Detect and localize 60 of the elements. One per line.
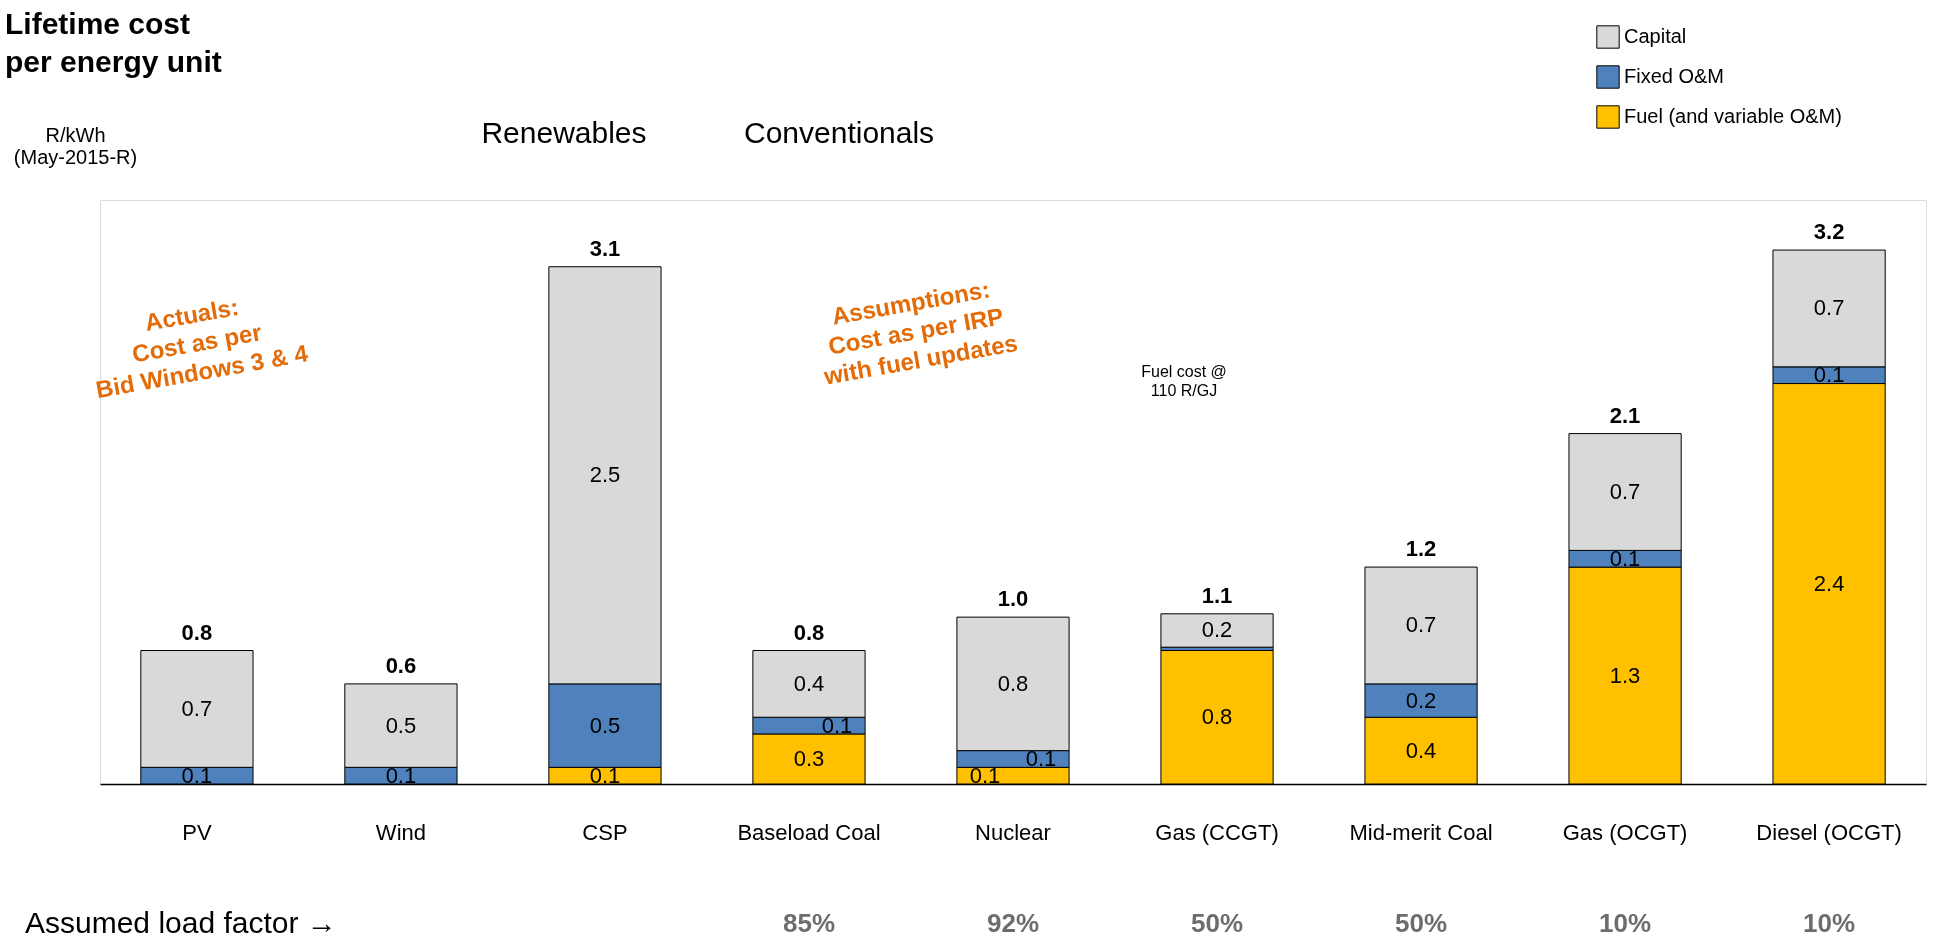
annotation: Fuel cost @ 110 R/GJ: [1141, 363, 1227, 400]
data-label: 0.5: [385, 712, 417, 738]
annotation: Assumptions: Cost as per IRP with fuel updates: [820, 275, 1020, 390]
y-axis-title: R/kWh (May-2015-R): [13, 123, 138, 168]
annotation: Actuals: Cost as per Bid Windows 3 & 4: [93, 293, 311, 404]
legend-label: Capital: [1624, 25, 1687, 47]
total-label: 0.8: [793, 619, 825, 645]
text: 50%: [1190, 908, 1244, 938]
text: 10%: [1802, 908, 1856, 938]
text: 92%: [986, 908, 1040, 938]
total-label: 1.0: [997, 586, 1029, 612]
total-label: 3.2: [1813, 219, 1845, 245]
data-label: 0.1: [1609, 545, 1641, 571]
x-tick-label: Wind: [375, 819, 426, 845]
legend-label: Fuel (and variable O&M): [1624, 105, 1842, 127]
data-label: 0.1: [969, 762, 1001, 788]
text: Renewables: [481, 116, 647, 149]
data-label: 0.5: [589, 712, 621, 738]
data-label: 0.7: [1405, 612, 1437, 638]
x-tick-label: Gas (CCGT): [1155, 819, 1279, 845]
data-label: 0.8: [997, 670, 1029, 696]
legend-label: Fixed O&M: [1624, 65, 1725, 87]
data-label: 0.7: [181, 695, 213, 721]
total-label: 1.1: [1201, 582, 1233, 608]
total-label: 0.6: [385, 652, 417, 678]
data-label: 0.1: [385, 762, 417, 788]
data-label: 1.3: [1609, 662, 1641, 688]
x-tick-label: Nuclear: [975, 819, 1051, 845]
chart-title: Lifetime cost per energy unit: [5, 7, 222, 78]
x-tick-label: CSP: [582, 819, 628, 845]
text: Conventionals: [744, 116, 935, 149]
data-label: 0.2: [1201, 617, 1233, 643]
total-label: 3.1: [589, 235, 621, 261]
x-tick-label: Baseload Coal: [737, 819, 881, 845]
data-label: 2.5: [589, 462, 621, 488]
total-label: 2.1: [1609, 402, 1641, 428]
data-label: 0.1: [1025, 745, 1057, 771]
x-tick-label: Diesel (OCGT): [1756, 819, 1902, 845]
data-label: 0.4: [793, 670, 825, 696]
x-tick-label: Mid-merit Coal: [1349, 819, 1493, 845]
data-label: 0.4: [1405, 737, 1437, 763]
x-tick-label: PV: [182, 819, 212, 845]
data-label: 0.1: [1813, 362, 1845, 388]
data-label: 0.1: [589, 762, 621, 788]
text: 85%: [782, 908, 836, 938]
data-label: 0.2: [1405, 687, 1437, 713]
data-label: 0.3: [793, 745, 825, 771]
data-label: 0.1: [821, 712, 853, 738]
data-label: 0.7: [1609, 479, 1641, 504]
data-label: 0.7: [1813, 295, 1845, 321]
data-label: 0.1: [181, 762, 213, 788]
data-label: 2.4: [1813, 570, 1845, 596]
bar: [1160, 613, 1274, 648]
total-label: 0.8: [181, 619, 213, 645]
text: 50%: [1394, 908, 1448, 938]
data-label: 0.8: [1201, 704, 1233, 730]
x-tick-label: Gas (OCGT): [1562, 819, 1688, 845]
text: Assumed load factor →: [25, 906, 337, 939]
text: 10%: [1598, 908, 1652, 938]
total-label: 1.2: [1405, 536, 1437, 562]
